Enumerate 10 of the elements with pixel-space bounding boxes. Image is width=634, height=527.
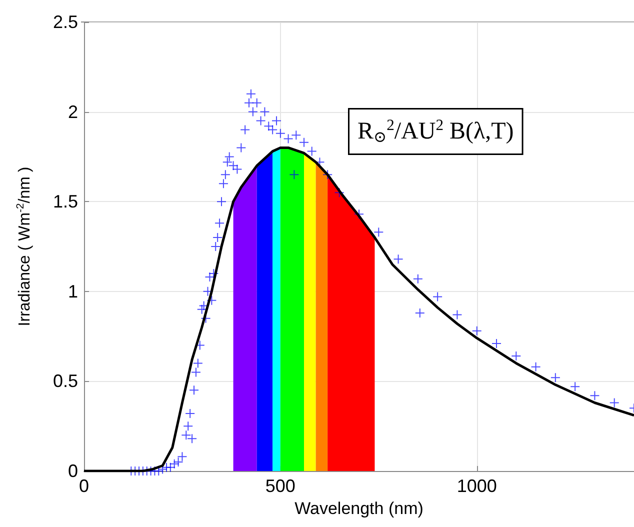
y-tick-label: 1 xyxy=(68,281,78,302)
y-tick-label: 2 xyxy=(68,102,78,122)
y-tick-label: 1.5 xyxy=(52,192,78,212)
x-axis-title: Wavelength (nm) xyxy=(294,498,424,518)
y-tick-label: 2.5 xyxy=(52,12,78,32)
x-tick-label: 1000 xyxy=(456,476,497,496)
y-tick-label: 0 xyxy=(68,461,78,481)
x-tick-label: 500 xyxy=(265,476,296,496)
y-axis-title: Irradiance ( Wm-2/nm ) xyxy=(16,166,34,326)
y-tick-label: 0.5 xyxy=(52,371,78,392)
